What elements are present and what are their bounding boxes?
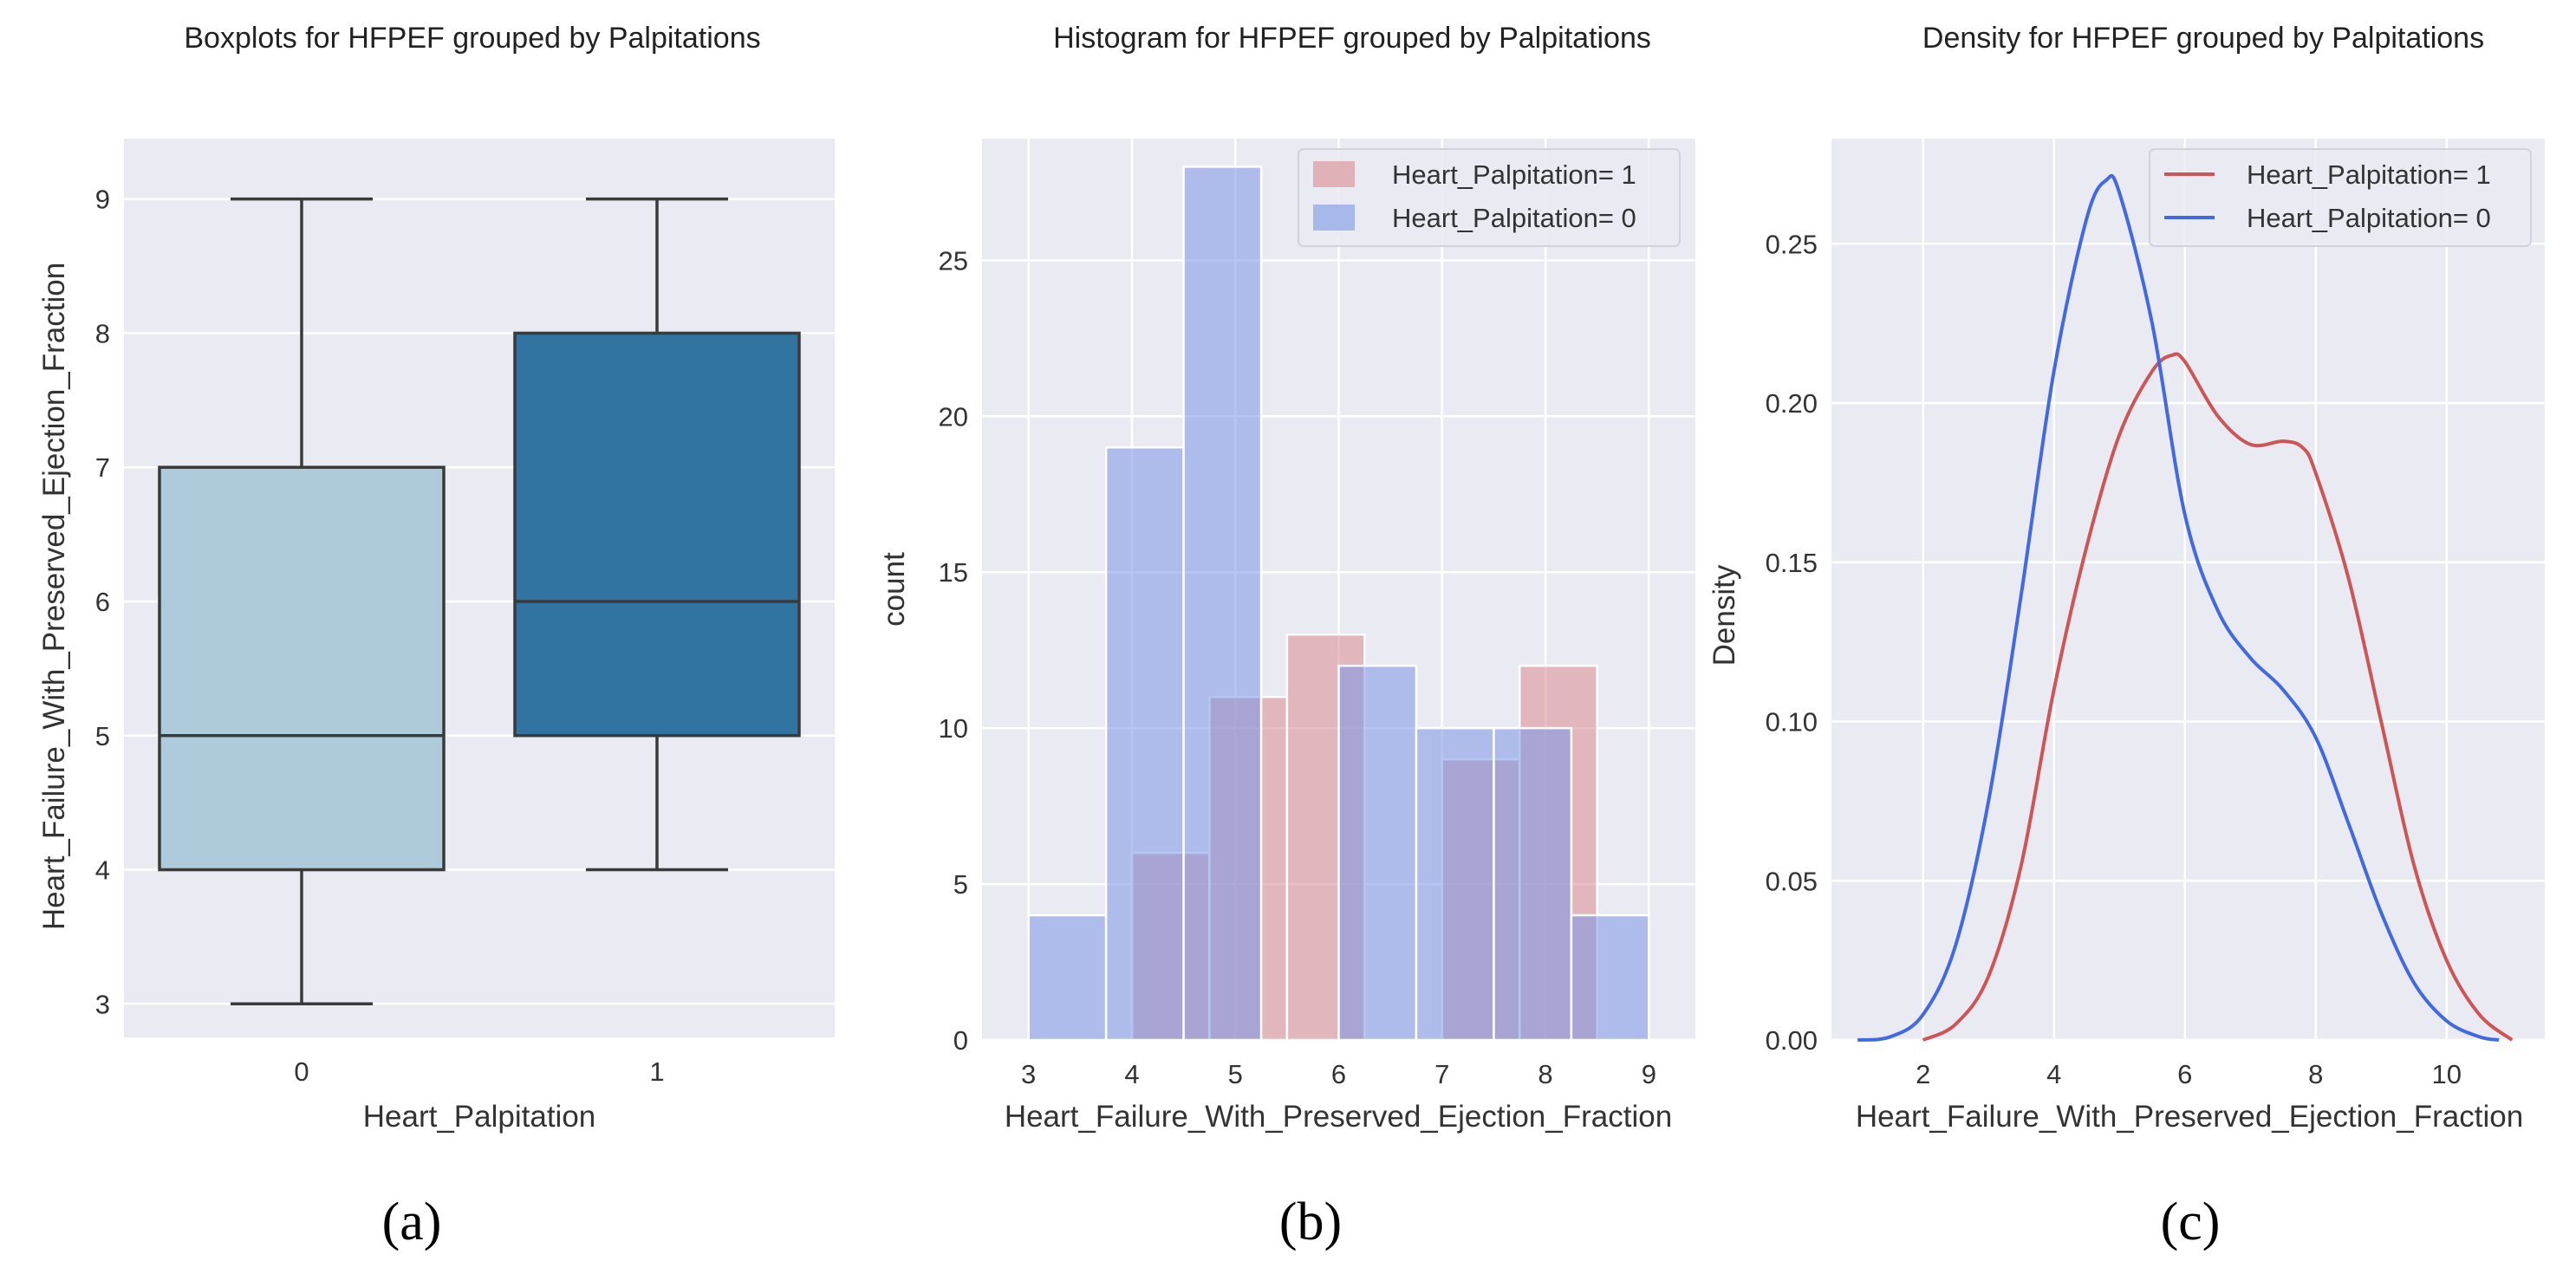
y-tick-label: 0.20 bbox=[1766, 388, 1818, 419]
x-tick-label: 4 bbox=[2046, 1059, 2061, 1089]
legend-swatch-palpitation-0 bbox=[1313, 205, 1355, 231]
histogram-bar bbox=[1415, 726, 1495, 1042]
y-tick-label: 20 bbox=[939, 401, 968, 432]
y-tick-label: 15 bbox=[939, 557, 968, 588]
y-tick-label: 5 bbox=[95, 721, 110, 751]
legend-swatch-palpitation-1 bbox=[1313, 161, 1355, 187]
histogram-bar bbox=[1570, 913, 1650, 1042]
boxplot-x-axis-label: Heart_Palpitation bbox=[363, 1100, 596, 1134]
y-tick-label: 7 bbox=[95, 452, 110, 483]
y-tick-label: 10 bbox=[939, 713, 968, 744]
boxplot-panel: Boxplots for HFPEF grouped by Palpitatio… bbox=[37, 22, 835, 1251]
density-y-axis-label: Density bbox=[1708, 564, 1741, 666]
histogram-bar bbox=[1182, 166, 1263, 1042]
x-tick-label: 1 bbox=[649, 1056, 664, 1087]
y-tick-label: 3 bbox=[95, 989, 110, 1019]
x-tick-label: 6 bbox=[2177, 1059, 2192, 1089]
density-panel: Density for HFPEF grouped by Palpitation… bbox=[1708, 22, 2545, 1251]
y-tick-label: 0.15 bbox=[1766, 548, 1818, 578]
y-tick-label: 0.10 bbox=[1766, 707, 1818, 738]
density-title: Density for HFPEF grouped by Palpitation… bbox=[1922, 22, 2484, 55]
histogram-series-palpitation-0 bbox=[1027, 166, 1650, 1042]
y-tick-label: 9 bbox=[95, 185, 110, 215]
histogram-x-axis-label: Heart_Failure_With_Preserved_Ejection_Fr… bbox=[1005, 1100, 1672, 1134]
y-tick-label: 0.05 bbox=[1766, 866, 1818, 896]
panel-label-b: (b) bbox=[1279, 1193, 1342, 1251]
box-body bbox=[513, 331, 801, 738]
legend-label-palpitation-1: Heart_Palpitation= 1 bbox=[1392, 159, 1636, 190]
x-tick-label: 3 bbox=[1021, 1059, 1036, 1089]
box-1 bbox=[513, 197, 801, 872]
box-body bbox=[158, 465, 446, 872]
histogram-bar bbox=[1104, 446, 1185, 1042]
y-tick-label: 0.25 bbox=[1766, 229, 1818, 259]
panel-label-c: (c) bbox=[2161, 1193, 2221, 1251]
x-tick-label: 8 bbox=[1538, 1059, 1552, 1089]
x-tick-label: 4 bbox=[1124, 1059, 1139, 1089]
histogram-panel: Histogram for HFPEF grouped by Palpitati… bbox=[877, 22, 1695, 1251]
y-tick-label: 5 bbox=[953, 869, 968, 900]
density-line-palpitation-0 bbox=[1857, 173, 2500, 1042]
density-legend: Heart_Palpitation= 1 Heart_Palpitation= … bbox=[2149, 148, 2532, 247]
histogram-y-axis-label: count bbox=[877, 552, 911, 627]
y-tick-label: 6 bbox=[95, 587, 110, 617]
x-tick-label: 5 bbox=[1228, 1059, 1243, 1089]
histogram-bar bbox=[1493, 726, 1573, 1042]
y-tick-label: 0 bbox=[953, 1025, 968, 1056]
histogram-legend: Heart_Palpitation= 1 Heart_Palpitation= … bbox=[1298, 148, 1681, 247]
histogram-bar bbox=[1337, 664, 1418, 1042]
y-tick-label: 25 bbox=[939, 245, 968, 276]
legend-label-palpitation-0: Heart_Palpitation= 0 bbox=[1392, 203, 1636, 233]
density-plot-area bbox=[1831, 139, 2545, 1040]
x-tick-label: 9 bbox=[1642, 1059, 1656, 1089]
y-tick-label: 4 bbox=[95, 855, 110, 886]
legend-label-palpitation-0: Heart_Palpitation= 0 bbox=[2247, 203, 2491, 233]
panel-label-a: (a) bbox=[382, 1193, 442, 1251]
y-tick-label: 0.00 bbox=[1766, 1025, 1818, 1056]
legend-label-palpitation-1: Heart_Palpitation= 1 bbox=[2247, 159, 2491, 190]
histogram-title: Histogram for HFPEF grouped by Palpitati… bbox=[1053, 22, 1651, 55]
histogram-bar bbox=[1027, 913, 1108, 1042]
x-tick-label: 2 bbox=[1916, 1059, 1930, 1089]
boxplot-title: Boxplots for HFPEF grouped by Palpitatio… bbox=[184, 22, 760, 55]
y-tick-label: 8 bbox=[95, 318, 110, 348]
box-0 bbox=[158, 197, 446, 1006]
density-x-axis-label: Heart_Failure_With_Preserved_Ejection_Fr… bbox=[1856, 1100, 2523, 1134]
x-tick-label: 10 bbox=[2432, 1059, 2462, 1089]
boxplot-y-axis-label: Heart_Failure_With_Preserved_Ejection_Fr… bbox=[37, 263, 71, 930]
x-tick-label: 8 bbox=[2308, 1059, 2323, 1089]
density-line-palpitation-1 bbox=[1922, 352, 2514, 1042]
x-tick-label: 7 bbox=[1434, 1059, 1449, 1089]
x-tick-label: 0 bbox=[294, 1056, 309, 1087]
x-tick-label: 6 bbox=[1331, 1059, 1346, 1089]
